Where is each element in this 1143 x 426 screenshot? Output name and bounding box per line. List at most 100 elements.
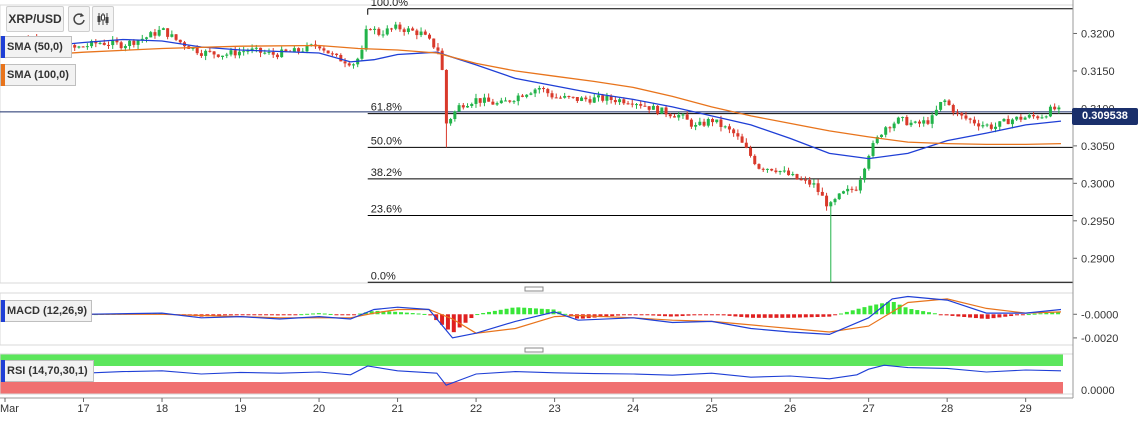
macd-histogram-bar [457, 314, 462, 328]
fib-label: 100.0% [371, 0, 409, 9]
candle-body [689, 119, 693, 127]
macd-histogram-bar [686, 314, 691, 316]
symbol-button[interactable]: XRP/USD [6, 6, 64, 32]
candle-body [719, 119, 723, 127]
macd-histogram-bar [997, 314, 1002, 318]
candle-body [491, 101, 495, 105]
candle-body [406, 28, 410, 32]
macd-histogram-bar [938, 314, 943, 316]
candle-body [81, 46, 85, 48]
candle-body [550, 93, 554, 98]
macd-histogram-bar [510, 307, 515, 315]
candle-body [495, 103, 499, 105]
candle-body [901, 116, 905, 118]
candle-body [563, 96, 567, 98]
macd-histogram-bar [651, 314, 656, 316]
candle-body [799, 179, 803, 181]
candle-body [947, 100, 951, 106]
candle-body [820, 191, 824, 196]
macd-histogram-bar [393, 311, 398, 315]
macd-tick-label: -0.0020 [1081, 333, 1118, 345]
candle-body [102, 42, 106, 45]
macd-histogram-bar [228, 314, 233, 316]
fib-label: 61.8% [371, 102, 402, 114]
macd-histogram-bar [557, 311, 562, 315]
candle-body [647, 106, 651, 110]
macd-panel-frame [0, 292, 1074, 346]
candle-body [740, 136, 744, 143]
sma50-legend[interactable]: SMA (50,0) [0, 36, 72, 58]
candle-body [461, 105, 465, 108]
candle-body [833, 199, 837, 203]
candle-body [812, 183, 816, 185]
macd-histogram-bar [246, 314, 251, 316]
candle-body [436, 47, 440, 51]
macd-histogram-bar [663, 314, 667, 317]
macd-histogram-bar [545, 309, 550, 315]
y-tick-label: 0.3200 [1081, 28, 1115, 40]
macd-histogram-bar [240, 314, 245, 316]
macd-histogram-bar [968, 314, 973, 318]
candle-body [879, 134, 883, 138]
candle-body [504, 100, 508, 102]
macd-histogram-bar [575, 314, 579, 319]
macd-histogram-bar [1020, 314, 1025, 316]
candle-body [229, 50, 233, 55]
macd-histogram-bar [979, 314, 984, 319]
chart-type-button[interactable] [92, 6, 114, 32]
candle-body [981, 125, 985, 127]
macd-histogram-bar [610, 314, 615, 317]
macd-histogram-bar [921, 311, 926, 315]
candle-body [419, 31, 423, 36]
macd-histogram-bar [416, 313, 421, 315]
candle-body [373, 28, 377, 30]
sma50-label: SMA (50,0) [7, 41, 63, 53]
macd-histogram-bar [357, 313, 362, 315]
current-price-label: 0.309538 [1082, 110, 1128, 122]
candle-body [254, 47, 258, 49]
sma50-line [4, 38, 1062, 160]
candle-body [871, 143, 875, 156]
candle-body [888, 127, 892, 129]
candle-body [1010, 119, 1014, 125]
macd-histogram-bar [809, 314, 814, 318]
candle-body [1044, 116, 1048, 118]
macd-histogram-bar [962, 314, 967, 317]
macd-histogram-bar [1015, 314, 1019, 316]
candle-body [715, 119, 719, 123]
macd-histogram-bar [739, 314, 744, 317]
candle-body [651, 105, 655, 110]
candle-body [508, 100, 512, 102]
x-tick-label: 18 [156, 403, 168, 415]
macd-histogram-bar [463, 314, 468, 323]
sma100-legend[interactable]: SMA (100,0) [0, 64, 76, 86]
macd-histogram-bar [445, 314, 450, 330]
candle-body [216, 54, 220, 57]
macd-histogram-bar [897, 304, 902, 315]
candle-body [360, 49, 364, 59]
macd-histogram-bar [334, 314, 339, 316]
x-tick-label: 22 [470, 403, 482, 415]
candle-body [951, 105, 955, 113]
candle-body [829, 202, 833, 207]
candle-body [837, 193, 841, 200]
candle-body [140, 38, 144, 41]
macd-legend[interactable]: MACD (12,26,9) [0, 300, 92, 322]
macd-histogram-bar [909, 308, 914, 315]
macd-histogram-bar [950, 314, 955, 316]
fibonacci-levels: 100.0% 61.8% 50.0% 38.2% 23.6% 0.0% [0, 0, 1073, 283]
macd-histogram-bar [539, 308, 544, 315]
candle-body [630, 103, 634, 105]
candle-body [115, 40, 119, 43]
rsi-legend[interactable]: RSI (14,70,30,1) [0, 360, 94, 382]
candle-body [939, 101, 943, 110]
candle-body [956, 112, 960, 114]
candle-body [816, 183, 820, 192]
rsi-overbought-zone [0, 354, 1063, 366]
macd-histogram-bar [346, 314, 351, 316]
macd-histogram-bar [475, 314, 480, 316]
candle-body [263, 52, 267, 54]
refresh-button[interactable] [68, 6, 90, 32]
candle-body [601, 95, 605, 101]
